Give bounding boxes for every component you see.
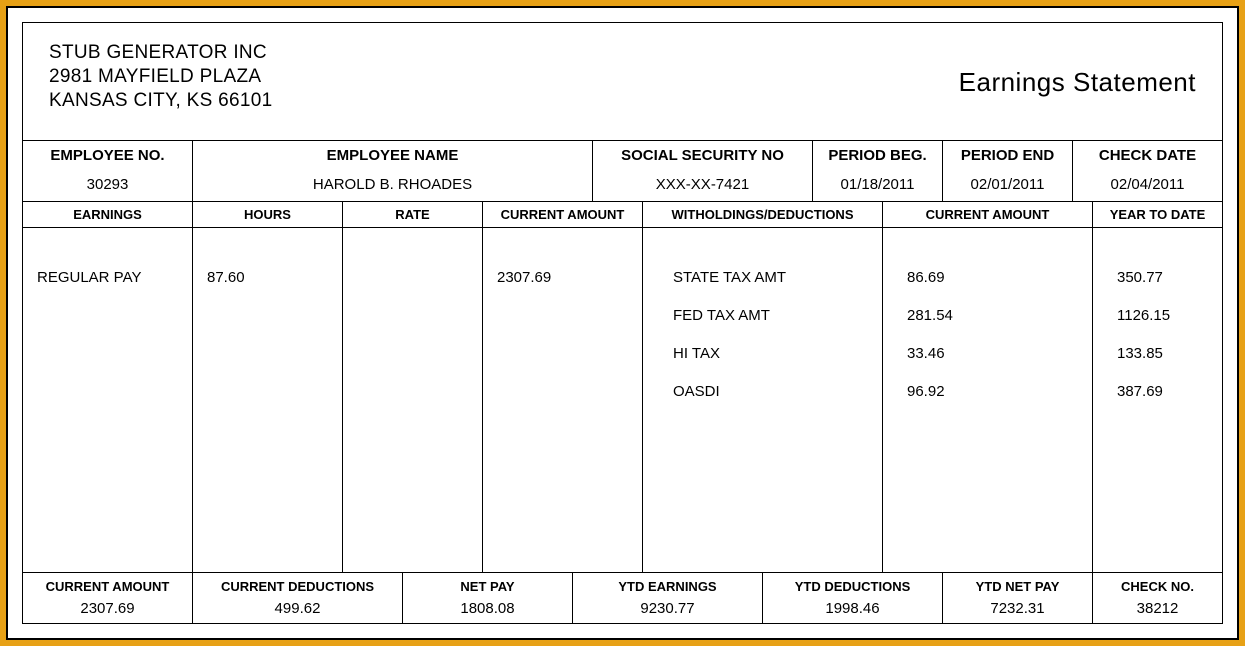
deduction-current: 86.69 <box>907 258 1078 296</box>
summary-current-amount-cell: CURRENT AMOUNT 2307.69 <box>23 573 193 623</box>
earning-current-amount: 2307.69 <box>497 258 628 296</box>
check-date-label: CHECK DATE <box>1099 147 1196 174</box>
rate-header: RATE <box>343 202 483 227</box>
summary-ytd-net-pay-cell: YTD NET PAY 7232.31 <box>943 573 1093 623</box>
hours-column: 87.60 <box>193 228 343 572</box>
employee-name-value: HAROLD B. RHOADES <box>313 174 472 195</box>
deduction-label: STATE TAX AMT <box>673 258 868 296</box>
rate-column <box>343 228 483 572</box>
summary-ytd-deductions-label: YTD DEDUCTIONS <box>795 579 911 600</box>
deduction-current: 96.92 <box>907 372 1078 410</box>
summary-net-pay-cell: NET PAY 1808.08 <box>403 573 573 623</box>
employee-info-row: EMPLOYEE NO. 30293 EMPLOYEE NAME HAROLD … <box>23 140 1222 201</box>
period-beg-cell: PERIOD BEG. 01/18/2011 <box>813 141 943 201</box>
check-date-cell: CHECK DATE 02/04/2011 <box>1073 141 1222 201</box>
summary-ytd-net-pay-label: YTD NET PAY <box>976 579 1060 600</box>
deduction-current: 281.54 <box>907 296 1078 334</box>
earning-hours: 87.60 <box>207 258 328 296</box>
earnings-column: REGULAR PAY <box>23 228 193 572</box>
summary-ytd-earnings-label: YTD EARNINGS <box>618 579 716 600</box>
summary-ytd-earnings-cell: YTD EARNINGS 9230.77 <box>573 573 763 623</box>
earning-rate <box>357 258 468 296</box>
summary-current-deductions-cell: CURRENT DEDUCTIONS 499.62 <box>193 573 403 623</box>
detail-header-row: EARNINGS HOURS RATE CURRENT AMOUNT WITHO… <box>23 201 1222 228</box>
current-amount-right-column: 86.69 281.54 33.46 96.92 <box>883 228 1093 572</box>
deduction-label: OASDI <box>673 372 868 410</box>
summary-check-no-label: CHECK NO. <box>1121 579 1194 600</box>
period-end-label: PERIOD END <box>961 147 1054 174</box>
check-date-value: 02/04/2011 <box>1111 174 1185 195</box>
employee-no-value: 30293 <box>87 174 129 195</box>
withholdings-header: WITHOLDINGS/DEDUCTIONS <box>643 202 883 227</box>
company-name: STUB GENERATOR INC <box>49 41 273 65</box>
summary-ytd-net-pay-value: 7232.31 <box>990 600 1044 617</box>
summary-ytd-deductions-cell: YTD DEDUCTIONS 1998.46 <box>763 573 943 623</box>
header-row: STUB GENERATOR INC 2981 MAYFIELD PLAZA K… <box>23 23 1222 140</box>
summary-row: CURRENT AMOUNT 2307.69 CURRENT DEDUCTION… <box>23 572 1222 623</box>
earnings-statement: STUB GENERATOR INC 2981 MAYFIELD PLAZA K… <box>22 22 1223 624</box>
period-beg-label: PERIOD BEG. <box>828 147 926 174</box>
summary-check-no-cell: CHECK NO. 38212 <box>1093 573 1222 623</box>
current-amount-left-column: 2307.69 <box>483 228 643 572</box>
period-end-cell: PERIOD END 02/01/2011 <box>943 141 1073 201</box>
summary-check-no-value: 38212 <box>1137 600 1179 617</box>
deduction-current: 33.46 <box>907 334 1078 372</box>
ssn-label: SOCIAL SECURITY NO <box>621 147 784 174</box>
year-to-date-header: YEAR TO DATE <box>1093 202 1222 227</box>
employee-name-cell: EMPLOYEE NAME HAROLD B. RHOADES <box>193 141 593 201</box>
employee-no-label: EMPLOYEE NO. <box>50 147 164 174</box>
deduction-ytd: 387.69 <box>1117 372 1208 410</box>
earnings-header: EARNINGS <box>23 202 193 227</box>
deduction-ytd: 133.85 <box>1117 334 1208 372</box>
deduction-ytd: 350.77 <box>1117 258 1208 296</box>
deduction-label: FED TAX AMT <box>673 296 868 334</box>
summary-net-pay-label: NET PAY <box>460 579 514 600</box>
earning-label: REGULAR PAY <box>37 258 178 296</box>
year-to-date-column: 350.77 1126.15 133.85 387.69 <box>1093 228 1222 572</box>
company-address-line2: KANSAS CITY, KS 66101 <box>49 89 273 113</box>
hours-header: HOURS <box>193 202 343 227</box>
company-address-line1: 2981 MAYFIELD PLAZA <box>49 65 273 89</box>
period-beg-value: 01/18/2011 <box>841 174 915 195</box>
summary-ytd-deductions-value: 1998.46 <box>825 600 879 617</box>
detail-body-row: REGULAR PAY 87.60 2307.69 STATE TAX AMT … <box>23 228 1222 572</box>
ssn-cell: SOCIAL SECURITY NO XXX-XX-7421 <box>593 141 813 201</box>
summary-ytd-earnings-value: 9230.77 <box>640 600 694 617</box>
employee-no-cell: EMPLOYEE NO. 30293 <box>23 141 193 201</box>
summary-current-amount-label: CURRENT AMOUNT <box>46 579 170 600</box>
period-end-value: 02/01/2011 <box>971 174 1045 195</box>
summary-current-amount-value: 2307.69 <box>80 600 134 617</box>
summary-current-deductions-label: CURRENT DEDUCTIONS <box>221 579 374 600</box>
ssn-value: XXX-XX-7421 <box>656 174 749 195</box>
deduction-label: HI TAX <box>673 334 868 372</box>
page-inner-frame: STUB GENERATOR INC 2981 MAYFIELD PLAZA K… <box>6 6 1239 640</box>
summary-net-pay-value: 1808.08 <box>460 600 514 617</box>
employee-name-label: EMPLOYEE NAME <box>327 147 459 174</box>
page-outer-frame: STUB GENERATOR INC 2981 MAYFIELD PLAZA K… <box>0 0 1245 646</box>
summary-current-deductions-value: 499.62 <box>275 600 321 617</box>
company-block: STUB GENERATOR INC 2981 MAYFIELD PLAZA K… <box>49 41 273 112</box>
document-title: Earnings Statement <box>959 41 1196 98</box>
withholdings-column: STATE TAX AMT FED TAX AMT HI TAX OASDI <box>643 228 883 572</box>
current-amount-right-header: CURRENT AMOUNT <box>883 202 1093 227</box>
deduction-ytd: 1126.15 <box>1117 296 1208 334</box>
current-amount-left-header: CURRENT AMOUNT <box>483 202 643 227</box>
